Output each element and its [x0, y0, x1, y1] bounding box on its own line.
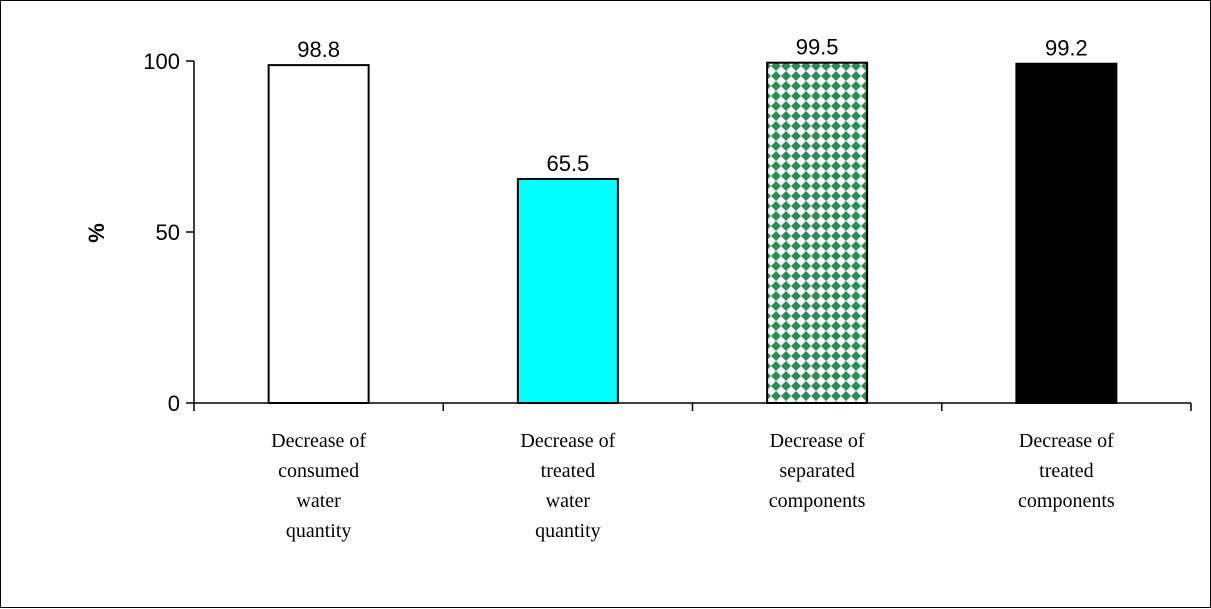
y-axis-label: % — [84, 223, 109, 243]
x-category-label: Decrease of — [1019, 430, 1114, 452]
x-category-label: treated — [1039, 460, 1093, 482]
x-category-label: consumed — [278, 460, 359, 482]
x-category-label: Decrease of — [520, 430, 615, 452]
bar — [267, 64, 370, 404]
bar — [766, 61, 869, 405]
x-category-label: Decrease of — [271, 430, 366, 452]
data-label: 65.5 — [546, 151, 589, 176]
data-label: 99.2 — [1045, 36, 1088, 61]
data-label: 99.5 — [796, 35, 839, 60]
x-category-label: separated — [779, 460, 855, 482]
x-category-label: water — [546, 490, 591, 512]
y-tick-label: 0 — [168, 391, 180, 416]
x-category-label: quantity — [535, 520, 601, 542]
x-category-label: treated — [541, 460, 595, 482]
x-category-label: components — [769, 490, 866, 512]
x-category-label: components — [1018, 490, 1115, 512]
x-category-label: water — [296, 490, 341, 512]
x-category-label: quantity — [286, 520, 352, 542]
x-category-label: Decrease of — [770, 430, 865, 452]
data-label: 98.8 — [297, 37, 340, 62]
y-tick-label: 100 — [143, 49, 180, 74]
y-tick-label: 50 — [156, 220, 180, 245]
bar — [1015, 62, 1118, 405]
bar — [516, 177, 619, 404]
bars — [267, 61, 1118, 405]
labels: 98.8 Decrease of consumed water quantity 65.5… — [271, 35, 1115, 542]
